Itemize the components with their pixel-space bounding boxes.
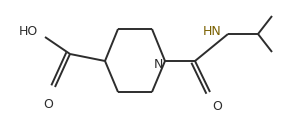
Text: O: O: [212, 99, 222, 112]
Text: N: N: [154, 58, 163, 71]
Text: HO: HO: [19, 25, 38, 38]
Text: HN: HN: [203, 25, 222, 38]
Text: O: O: [43, 97, 53, 110]
